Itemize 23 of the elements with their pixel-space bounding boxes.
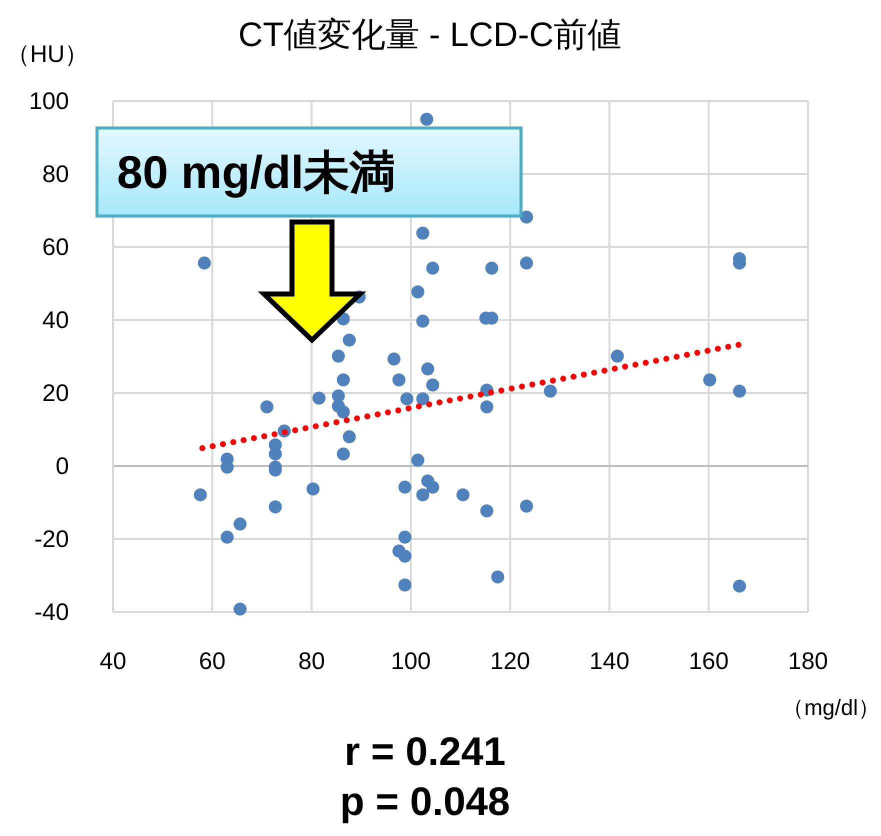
text: r = 0.241 xyxy=(344,730,506,774)
x-tick-label: 160 xyxy=(688,648,729,675)
annotation-box: 80 mg/dl未満 xyxy=(96,126,522,218)
y-axis-title: （HU） xyxy=(6,41,89,68)
chart-title: CT値変化量 - LCD-C前値 xyxy=(238,16,622,54)
y-tick-label: 40 xyxy=(42,307,69,334)
x-tick-label: 60 xyxy=(198,648,226,675)
annotation: 80 mg/dl未満 xyxy=(117,146,396,198)
x-tick-label: 100 xyxy=(390,648,431,675)
x-tick-label: 120 xyxy=(490,648,530,675)
y-tick-label: 100 xyxy=(28,88,69,115)
y-tick-label: 80 xyxy=(42,161,69,188)
x-tick-label: 40 xyxy=(100,648,126,675)
y-tick-label: -20 xyxy=(34,526,69,553)
x-tick-label: 180 xyxy=(788,648,828,675)
x-tick-label: 140 xyxy=(589,648,630,675)
x-tick-label: 80 xyxy=(298,648,325,675)
x-axis-title: （mg/dl） xyxy=(782,695,880,720)
y-tick-label: -40 xyxy=(34,599,69,626)
y-tick-label: 60 xyxy=(42,234,69,261)
y-tick-label: 0 xyxy=(56,453,69,480)
y-tick-label: 20 xyxy=(42,380,69,407)
text: p = 0.048 xyxy=(340,780,510,824)
